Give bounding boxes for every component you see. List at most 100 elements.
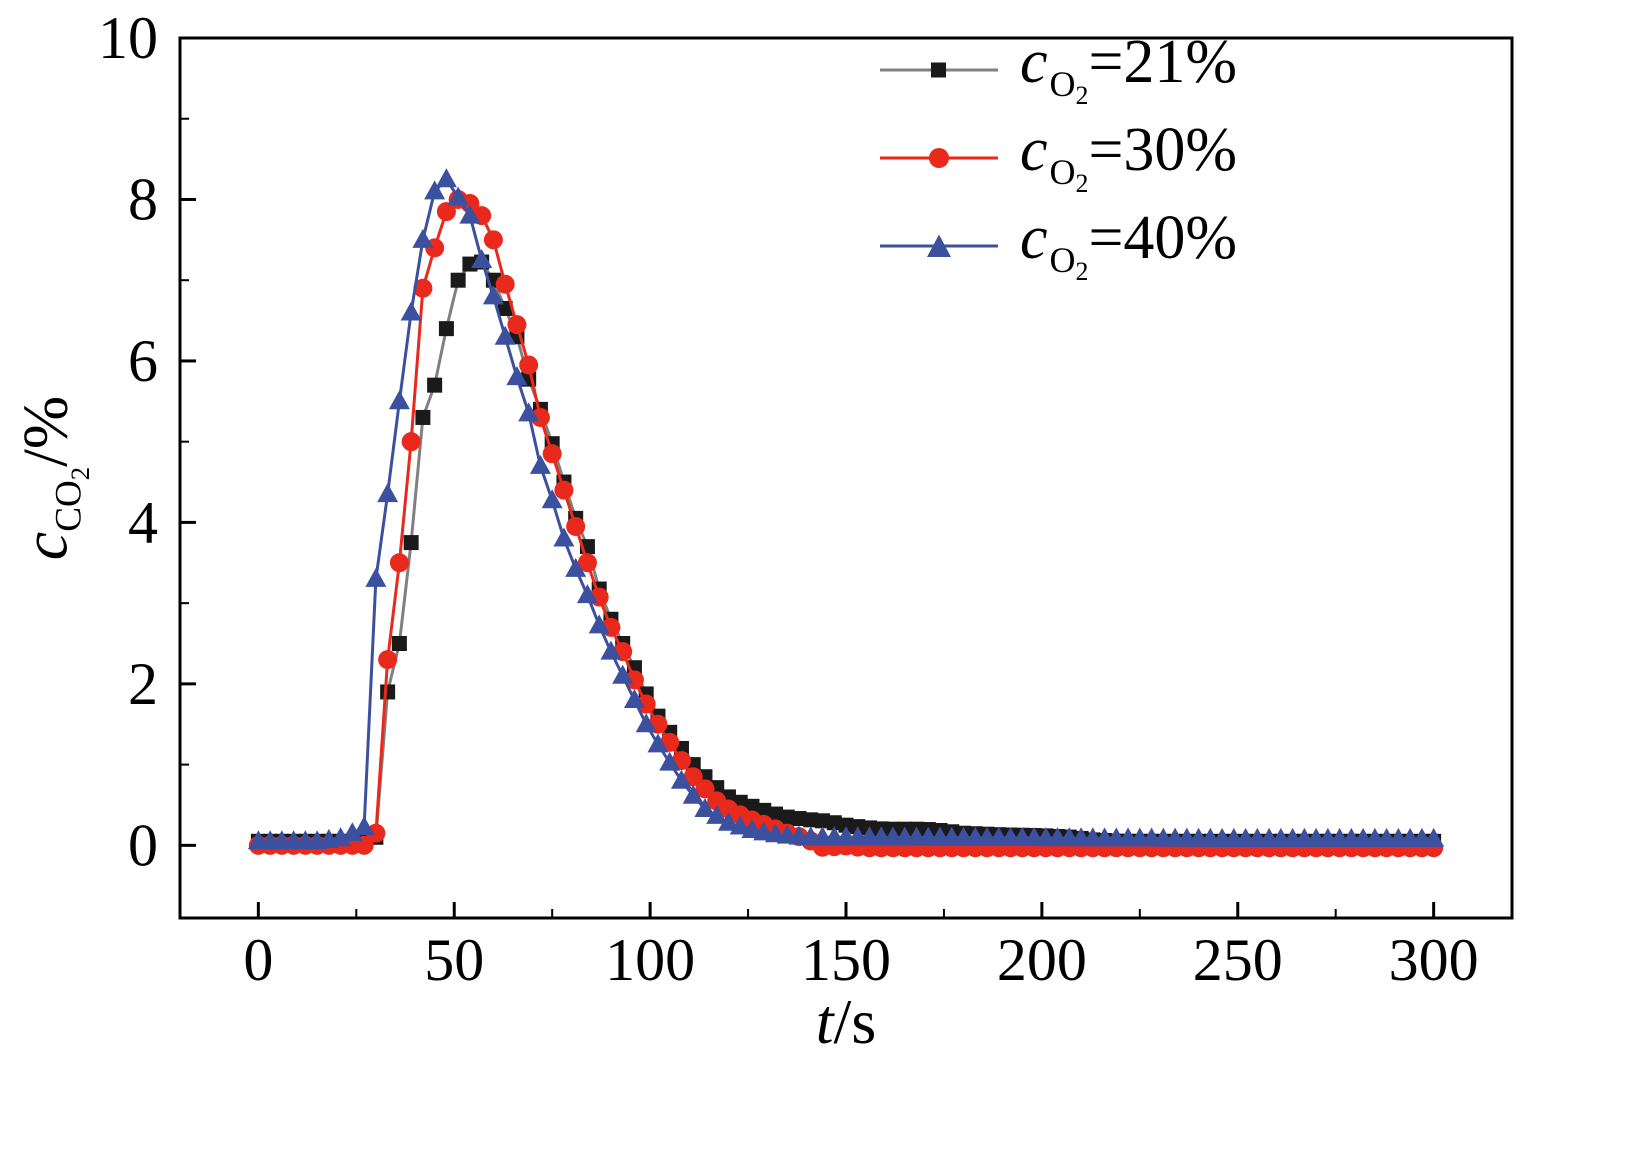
triangle-marker-icon <box>330 827 352 847</box>
x-tick-label: 200 <box>997 927 1087 993</box>
triangle-marker-icon <box>682 784 704 804</box>
square-marker-icon <box>450 272 466 288</box>
triangle-marker-icon <box>529 454 551 474</box>
triangle-marker-icon <box>706 804 728 824</box>
legend-var: c <box>1020 204 1048 273</box>
legend-sub: O <box>1049 63 1076 104</box>
circle-marker-icon <box>483 230 503 250</box>
legend-item-co2-21: cO2=21% <box>878 31 1237 108</box>
triangle-marker-icon <box>435 168 457 188</box>
triangle-marker-icon <box>341 822 363 842</box>
series-co2-30 <box>248 189 1444 858</box>
triangle-marker-icon <box>553 527 575 547</box>
y-axis-var: c <box>9 531 81 561</box>
y-axis-sub: CO <box>48 480 90 532</box>
legend-sub: O <box>1049 151 1076 192</box>
square-marker-icon <box>814 813 830 829</box>
circle-marker-icon <box>542 444 562 464</box>
circle-marker-icon <box>507 315 527 335</box>
series-co2-40 <box>247 168 1445 850</box>
triangle-marker-icon <box>717 811 739 831</box>
triangle-marker-icon <box>694 798 716 818</box>
legend-circle-marker-icon <box>929 148 949 168</box>
square-marker-icon <box>791 811 807 827</box>
triangle-marker-icon <box>377 483 399 503</box>
triangle-marker-icon <box>388 390 410 410</box>
x-tick-label: 100 <box>605 927 695 993</box>
square-marker-icon <box>826 815 842 831</box>
circle-marker-icon <box>495 274 515 294</box>
x-axis-unit: /s <box>833 986 877 1057</box>
circle-marker-icon <box>436 202 456 222</box>
x-tick-label: 0 <box>243 927 273 993</box>
x-axis-var: t <box>815 986 834 1057</box>
y-axis-subsub: 2 <box>64 466 95 481</box>
legend-subsub: 2 <box>1075 256 1089 286</box>
square-marker-icon <box>403 535 419 551</box>
triangle-marker-icon <box>729 815 751 835</box>
circle-marker-icon <box>401 432 421 452</box>
triangle-marker-icon <box>494 325 516 345</box>
square-marker-icon <box>380 684 396 700</box>
y-tick-label: 10 <box>98 5 158 71</box>
square-marker-icon <box>767 806 783 822</box>
circle-marker-icon <box>389 553 409 573</box>
y-axis-title: cCO2/% <box>8 396 95 560</box>
series-co2-21 <box>250 254 1442 849</box>
circle-marker-icon <box>378 650 398 670</box>
circle-marker-icon <box>624 670 644 690</box>
legend-var: c <box>1020 116 1048 185</box>
square-marker-icon <box>803 812 819 828</box>
y-tick-label: 4 <box>128 489 158 555</box>
triangle-marker-icon <box>424 180 446 200</box>
legend-subsub: 2 <box>1075 168 1089 198</box>
series-line-co2-40 <box>258 176 1434 843</box>
legend-sample-co2-40 <box>880 234 998 257</box>
y-tick-label: 8 <box>128 166 158 232</box>
triangle-marker-icon <box>447 186 469 206</box>
square-marker-icon <box>756 802 772 818</box>
triangle-marker-icon <box>600 640 622 660</box>
circle-marker-icon <box>695 779 715 799</box>
circle-marker-icon <box>519 355 539 375</box>
x-axis-title: t/s <box>180 985 1512 1059</box>
triangle-marker-icon <box>353 816 375 836</box>
triangle-marker-icon <box>459 204 481 224</box>
triangle-marker-icon <box>635 713 657 733</box>
triangle-marker-icon <box>506 366 528 386</box>
triangle-marker-icon <box>576 584 598 604</box>
square-marker-icon <box>779 809 795 825</box>
legend-item-co2-30: cO2=30% <box>878 119 1237 196</box>
legend-value: =30% <box>1088 116 1238 185</box>
triangle-marker-icon <box>400 301 422 321</box>
series-markers-co2-30 <box>248 189 1444 858</box>
legend-label-co2-40: cO2=40% <box>1020 207 1237 284</box>
x-tick-label: 150 <box>801 927 891 993</box>
legend-triangle-marker-icon <box>927 234 951 257</box>
square-marker-icon <box>415 409 431 425</box>
triangle-marker-icon <box>670 769 692 789</box>
x-tick-label: 300 <box>1389 927 1479 993</box>
series-markers-co2-40 <box>247 168 1445 850</box>
legend-square-marker-icon <box>931 62 946 78</box>
square-marker-icon <box>497 300 513 316</box>
series-line-co2-30 <box>258 197 1434 850</box>
triangle-marker-icon <box>471 249 493 269</box>
legend-item-co2-40: cO2=40% <box>878 207 1237 284</box>
triangle-marker-icon <box>518 402 540 422</box>
legend-var: c <box>1020 28 1048 97</box>
circle-marker-icon <box>636 694 656 714</box>
legend: cO2=21% cO2=30% cO2=40% <box>878 31 1237 284</box>
triangle-marker-icon <box>659 751 681 771</box>
triangle-marker-icon <box>612 664 634 684</box>
triangle-marker-icon <box>412 228 434 248</box>
y-tick-label: 6 <box>128 328 158 394</box>
legend-label-co2-30: cO2=30% <box>1020 119 1237 196</box>
triangle-marker-icon <box>623 689 645 709</box>
legend-sample-co2-21 <box>880 62 998 78</box>
series-markers-co2-21 <box>250 254 1442 849</box>
y-axis-unit: /% <box>9 395 81 467</box>
x-tick-label: 250 <box>1193 927 1283 993</box>
x-tick-label: 50 <box>424 927 484 993</box>
